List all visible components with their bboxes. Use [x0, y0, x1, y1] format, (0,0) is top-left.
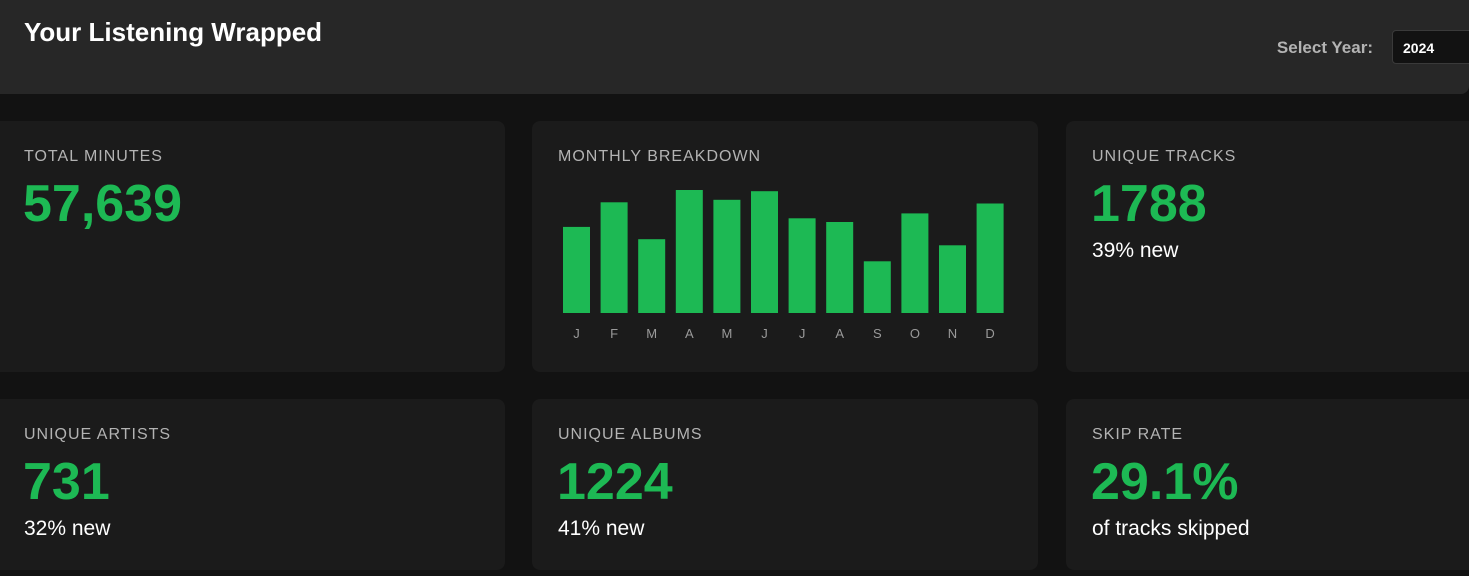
unique-albums-card: UNIQUE ALBUMS 1224 41% new	[532, 399, 1038, 570]
unique-albums-value: 1224	[557, 453, 673, 511]
total-minutes-value: 57,639	[23, 175, 183, 233]
total-minutes-label: TOTAL MINUTES	[24, 148, 163, 165]
month-tick-label-2: M	[646, 326, 657, 341]
monthly-breakdown-card: MONTHLY BREAKDOWN J F M A M J J A S O N D	[532, 121, 1038, 372]
month-bar-5	[751, 191, 778, 313]
month-tick-label-1: F	[610, 326, 618, 341]
month-bar-7	[826, 222, 854, 313]
unique-artists-label: UNIQUE ARTISTS	[24, 426, 172, 443]
month-bar-4	[713, 199, 741, 313]
month-bar-9	[901, 213, 929, 313]
skip-rate-value: 29.1%	[1091, 453, 1239, 511]
month-bar-10	[939, 245, 966, 313]
page-header: Your Listening Wrapped Select Year: 2024	[0, 0, 1469, 94]
month-tick-label-5: J	[761, 326, 768, 341]
unique-tracks-value: 1788	[1091, 175, 1207, 233]
unique-albums-label: UNIQUE ALBUMS	[558, 426, 703, 443]
month-tick-label-11: D	[985, 326, 994, 341]
skip-rate-label: SKIP RATE	[1092, 426, 1184, 443]
unique-tracks-card: UNIQUE TRACKS 1788 39% new	[1066, 121, 1469, 372]
unique-artists-card: UNIQUE ARTISTS 731 32% new	[0, 399, 505, 570]
month-bar-8	[863, 261, 891, 313]
month-bar-1	[600, 202, 628, 313]
month-bar-11	[976, 203, 1004, 313]
month-tick-label-6: J	[799, 326, 806, 341]
unique-artists-value: 731	[23, 453, 110, 511]
unique-tracks-label: UNIQUE TRACKS	[1092, 148, 1237, 165]
total-minutes-card: TOTAL MINUTES 57,639	[0, 121, 505, 372]
monthly-breakdown-label: MONTHLY BREAKDOWN	[558, 148, 762, 165]
skip-rate-card: SKIP RATE 29.1% of tracks skipped	[1066, 399, 1469, 570]
month-bar-2	[638, 239, 666, 313]
month-tick-label-8: S	[873, 326, 882, 341]
unique-albums-sub: 41% new	[558, 517, 645, 540]
year-select-value: 2024	[1403, 40, 1435, 56]
month-tick-label-9: O	[910, 326, 920, 341]
month-tick-label-7: A	[835, 326, 844, 341]
unique-artists-sub: 32% new	[24, 517, 111, 540]
month-tick-label-0: J	[573, 326, 580, 341]
month-bar-0	[563, 226, 590, 313]
year-select-label: Select Year:	[1276, 38, 1373, 57]
month-tick-label-3: A	[685, 326, 694, 341]
year-select[interactable]: 2024	[1392, 30, 1469, 64]
month-tick-label-10: N	[948, 326, 957, 341]
month-bar-6	[788, 218, 816, 313]
month-tick-label-4: M	[721, 326, 732, 341]
month-bar-3	[675, 190, 703, 313]
unique-tracks-sub: 39% new	[1092, 239, 1179, 262]
page-title: Your Listening Wrapped	[24, 17, 323, 47]
skip-rate-sub: of tracks skipped	[1092, 517, 1250, 540]
